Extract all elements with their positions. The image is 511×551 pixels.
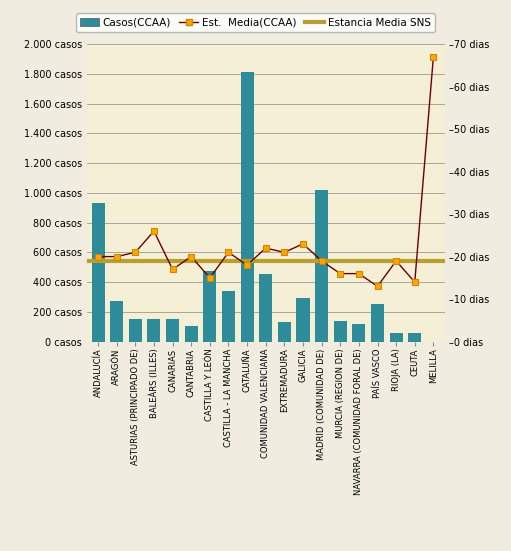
Bar (184, 326, 198, 342)
Bar (129, 318, 142, 342)
Legend: Casos(CCAA), Est.  Media(CCAA), Estancia Media SNS: Casos(CCAA), Est. Media(CCAA), Estancia … (76, 13, 435, 32)
Bar (222, 291, 235, 342)
Bar (389, 333, 403, 342)
Bar (371, 304, 384, 342)
Bar (353, 324, 365, 342)
Bar (296, 299, 310, 342)
Bar (147, 320, 160, 342)
Bar (334, 321, 347, 342)
Bar (110, 301, 123, 342)
Bar (278, 322, 291, 342)
Bar (315, 190, 328, 342)
Bar (408, 333, 421, 342)
Bar (91, 203, 105, 342)
Bar (166, 318, 179, 342)
Bar (259, 274, 272, 342)
Bar (241, 72, 253, 342)
Bar (203, 271, 216, 342)
